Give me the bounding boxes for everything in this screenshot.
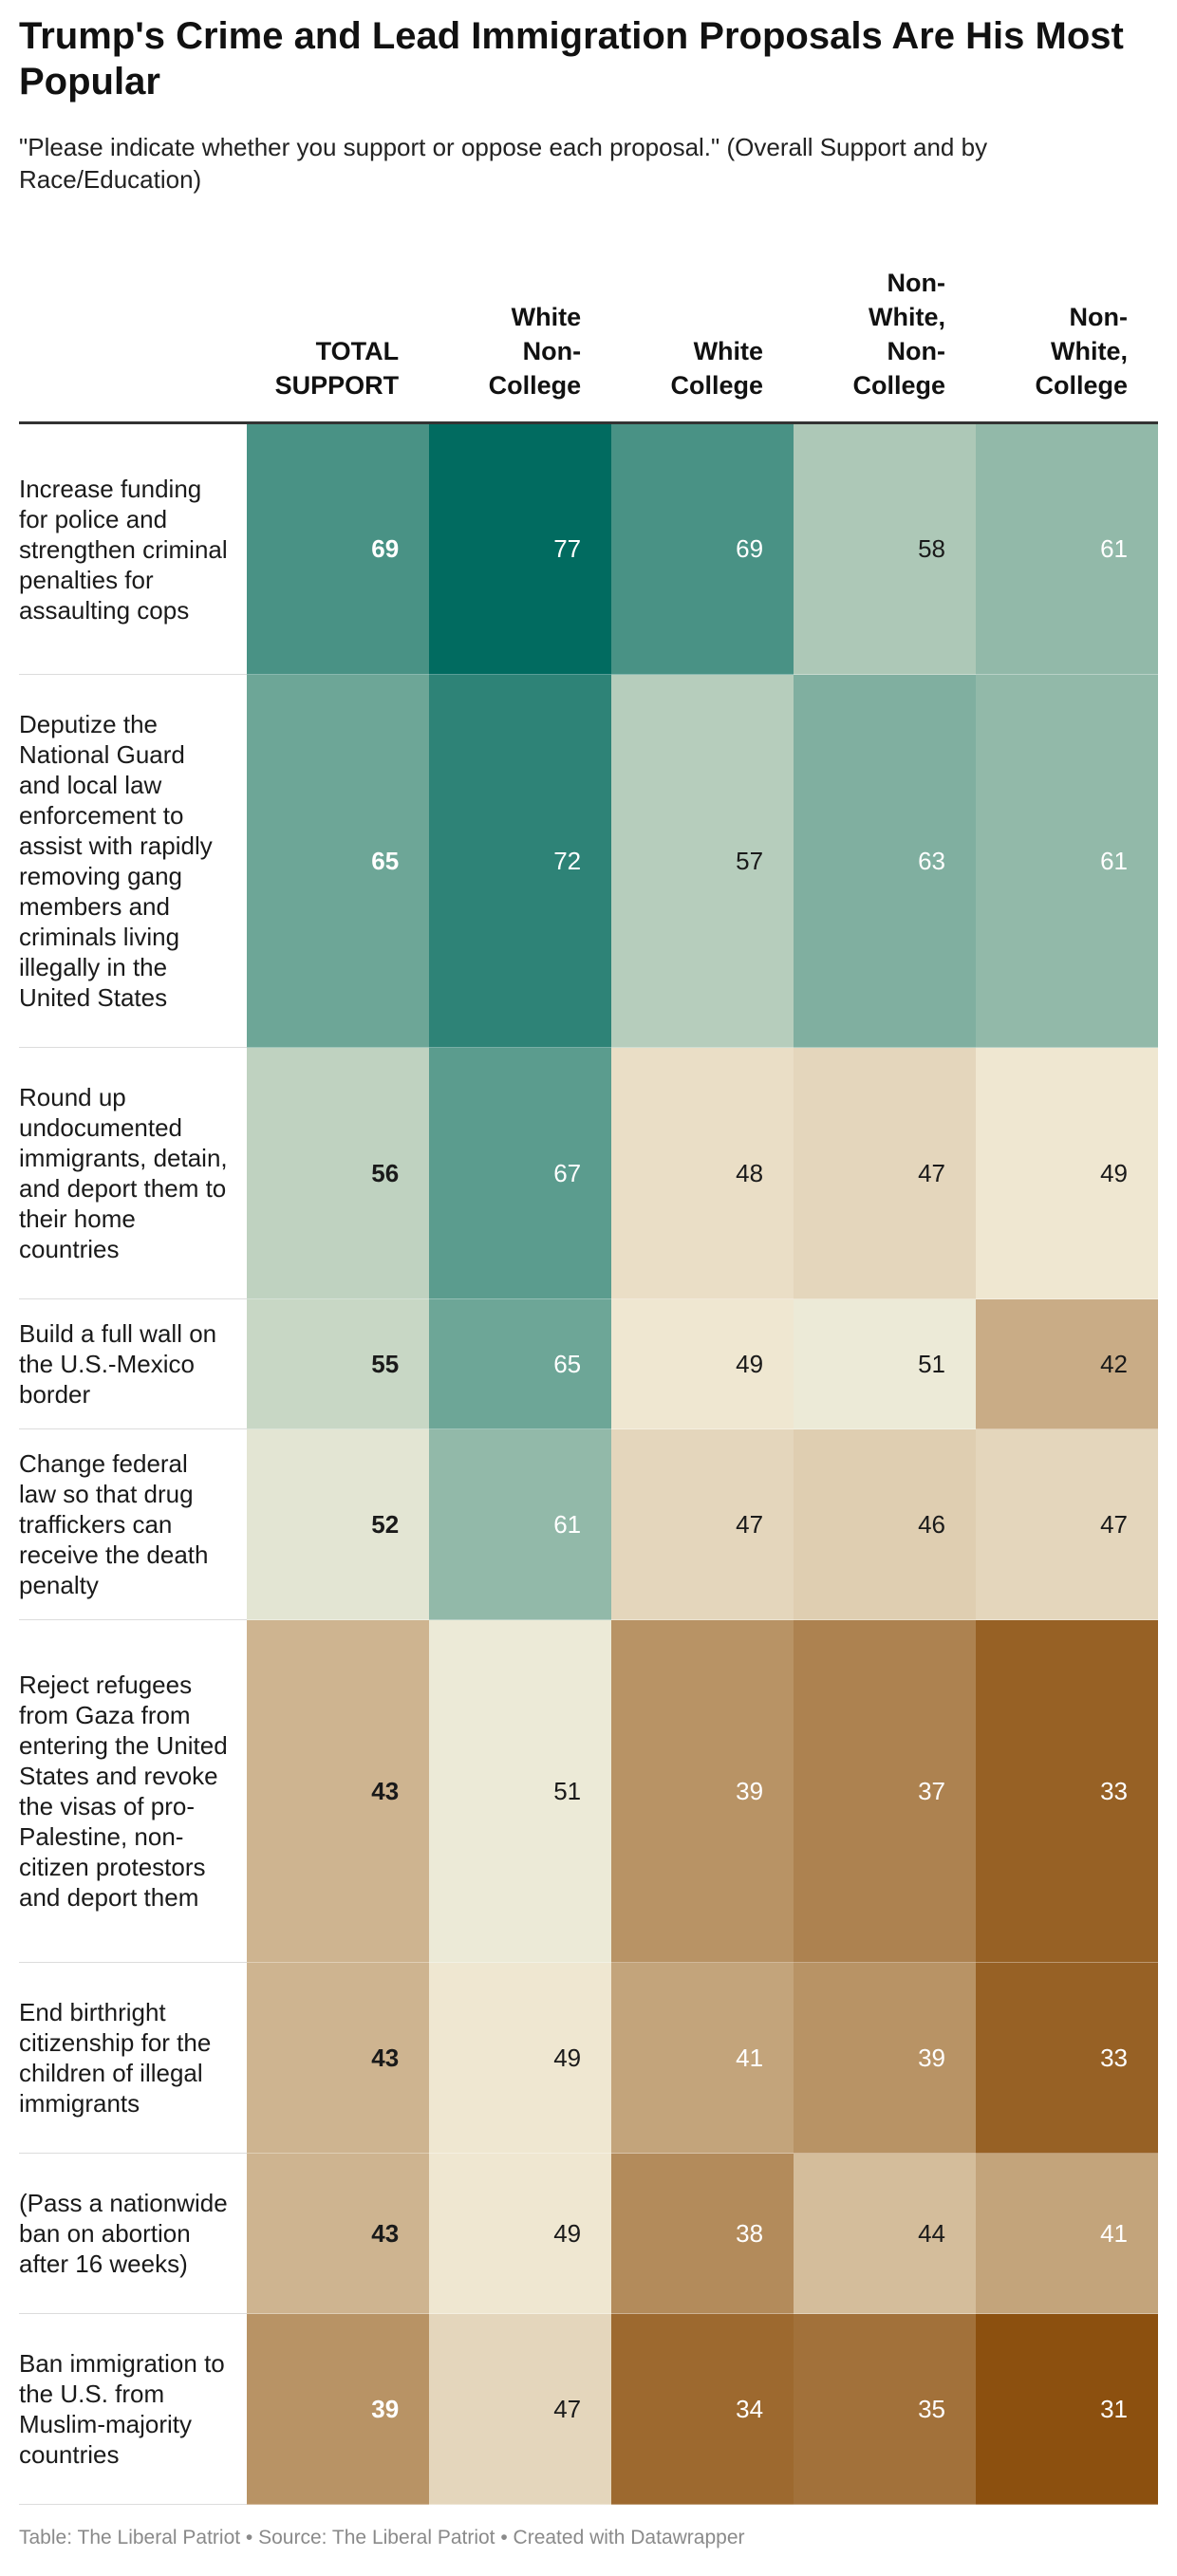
heat-cell-nonwhite-college: 33: [976, 1962, 1158, 2154]
heat-cell-nonwhite-college: 49: [976, 1047, 1158, 1299]
heat-cell-white-noncollege: 51: [429, 1619, 612, 1963]
heat-cell-total: 43: [247, 1619, 430, 1963]
heat-cell-nonwhite-noncollege: 63: [794, 674, 977, 1048]
heat-cell-white-noncollege: 67: [429, 1047, 612, 1299]
table-row: Reject refugees from Gaza from entering …: [19, 1619, 1158, 1963]
source-footer: Table: The Liberal Patriot • Source: The…: [19, 2527, 745, 2548]
heat-cell-nonwhite-noncollege: 44: [794, 2153, 977, 2314]
heat-cell-white-college: 57: [611, 674, 794, 1048]
heat-cell-nonwhite-college: 42: [976, 1298, 1158, 1429]
row-label: End birthright citizenship for the child…: [19, 1962, 248, 2154]
row-label: (Pass a nationwide ban on abortion after…: [19, 2153, 248, 2314]
column-header-line: College: [1035, 371, 1128, 400]
table-body: Increase funding for police and strength…: [19, 422, 1158, 2505]
heat-cell-nonwhite-college: 47: [976, 1428, 1158, 1620]
heat-cell-nonwhite-noncollege: 37: [794, 1619, 977, 1963]
heat-cell-total: 69: [247, 422, 430, 675]
table-row: Build a full wall on the U.S.-Mexico bor…: [19, 1298, 1158, 1429]
heat-cell-nonwhite-noncollege: 39: [794, 1962, 977, 2154]
heat-cell-nonwhite-college: 61: [976, 422, 1158, 675]
heat-cell-white-college: 39: [611, 1619, 794, 1963]
chart-title: Trump's Crime and Lead Immigration Propo…: [19, 15, 1124, 103]
heat-cell-nonwhite-noncollege: 58: [794, 422, 977, 675]
row-label: Deputize the National Guard and local la…: [19, 674, 248, 1048]
row-label: Round up undocumented immigrants, detain…: [19, 1047, 248, 1299]
heat-cell-white-noncollege: 47: [429, 2313, 612, 2505]
heat-cell-nonwhite-noncollege: 47: [794, 1047, 977, 1299]
table-row: Round up undocumented immigrants, detain…: [19, 1047, 1158, 1299]
heat-cell-total: 52: [247, 1428, 430, 1620]
column-header-line: College: [670, 371, 764, 400]
table-row: Ban immigration to the U.S. from Muslim-…: [19, 2313, 1158, 2505]
row-label: Ban immigration to the U.S. from Muslim-…: [19, 2313, 248, 2505]
table-row: End birthright citizenship for the child…: [19, 1962, 1158, 2154]
heat-cell-white-college: 69: [611, 422, 794, 675]
column-header-line: SUPPORT: [274, 371, 400, 400]
heat-cell-white-noncollege: 49: [429, 1962, 612, 2154]
heat-cell-nonwhite-college: 41: [976, 2153, 1158, 2314]
heat-cell-nonwhite-noncollege: 35: [794, 2313, 977, 2505]
column-header-line: White: [693, 337, 764, 365]
column-header-nonwhite-noncollege: Non- White, Non- College: [794, 245, 977, 424]
column-header-line: Non-: [1069, 303, 1128, 331]
header-label-spacer: [19, 245, 248, 424]
column-header-line: College: [852, 371, 946, 400]
heat-cell-white-noncollege: 61: [429, 1428, 612, 1620]
heat-cell-white-noncollege: 72: [429, 674, 612, 1048]
column-header-line: Non-: [887, 269, 946, 297]
heat-cell-total: 65: [247, 674, 430, 1048]
table-row: Deputize the National Guard and local la…: [19, 674, 1158, 1048]
heat-cell-white-college: 48: [611, 1047, 794, 1299]
heat-cell-nonwhite-college: 61: [976, 674, 1158, 1048]
heat-cell-total: 56: [247, 1047, 430, 1299]
row-label: Build a full wall on the U.S.-Mexico bor…: [19, 1298, 248, 1429]
table-row: (Pass a nationwide ban on abortion after…: [19, 2153, 1158, 2314]
column-header-line: College: [488, 371, 582, 400]
row-label: Increase funding for police and strength…: [19, 422, 248, 675]
column-header-white-noncollege: White Non- College: [429, 245, 612, 424]
column-header-line: White,: [869, 303, 946, 331]
column-header-nonwhite-college: Non- White, College: [976, 245, 1158, 424]
table-row: Increase funding for police and strength…: [19, 422, 1158, 675]
table-row: Change federal law so that drug traffick…: [19, 1428, 1158, 1620]
heat-cell-white-college: 41: [611, 1962, 794, 2154]
heat-cell-nonwhite-noncollege: 51: [794, 1298, 977, 1429]
column-header-line: Non-: [522, 337, 582, 365]
heat-cell-white-noncollege: 77: [429, 422, 612, 675]
heat-cell-white-college: 38: [611, 2153, 794, 2314]
heat-cell-nonwhite-college: 31: [976, 2313, 1158, 2505]
header-row: TOTAL SUPPORT White Non- College White Colle…: [19, 245, 1158, 424]
column-header-line: TOTAL: [315, 337, 400, 365]
heat-cell-total: 55: [247, 1298, 430, 1429]
heat-cell-total: 43: [247, 1962, 430, 2154]
heat-cell-white-college: 34: [611, 2313, 794, 2505]
heatmap-table: TOTAL SUPPORT White Non- College White Colle…: [19, 245, 1158, 2505]
chart-subtitle: "Please indicate whether you support or …: [19, 133, 988, 194]
heat-cell-white-college: 49: [611, 1298, 794, 1429]
column-header-line: White,: [1051, 337, 1128, 365]
heat-cell-total: 39: [247, 2313, 430, 2505]
heat-cell-white-noncollege: 49: [429, 2153, 612, 2314]
heat-cell-nonwhite-noncollege: 46: [794, 1428, 977, 1620]
heat-cell-total: 43: [247, 2153, 430, 2314]
row-label: Reject refugees from Gaza from entering …: [19, 1619, 248, 1963]
row-label: Change federal law so that drug traffick…: [19, 1428, 248, 1620]
heat-cell-white-college: 47: [611, 1428, 794, 1620]
heat-cell-white-noncollege: 65: [429, 1298, 612, 1429]
column-header-line: Non-: [887, 337, 946, 365]
column-header-white-college: White College: [611, 245, 794, 424]
column-header-line: White: [511, 303, 582, 331]
heat-cell-nonwhite-college: 33: [976, 1619, 1158, 1963]
column-header-total: TOTAL SUPPORT: [247, 245, 430, 424]
